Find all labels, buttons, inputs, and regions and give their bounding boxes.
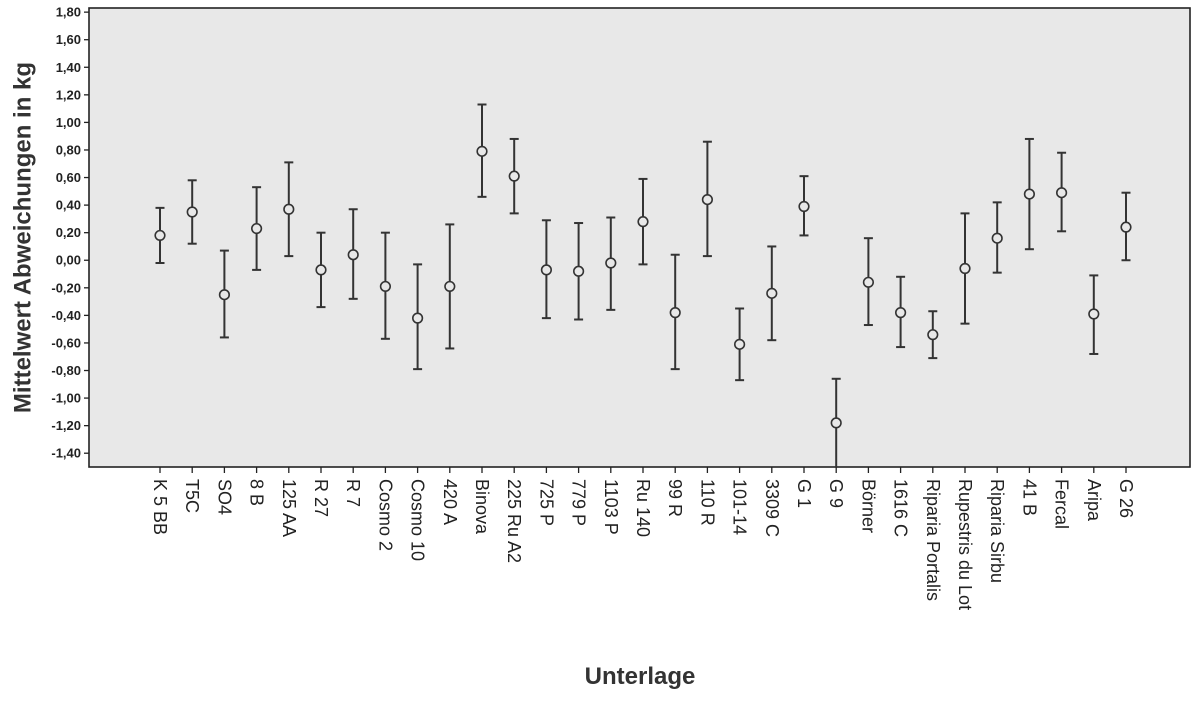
x-tick-label: Riparia Sirbu xyxy=(987,479,1007,583)
mean-marker xyxy=(959,262,971,275)
mean-marker xyxy=(315,264,327,276)
plot-area xyxy=(88,7,1191,468)
mean-marker xyxy=(1055,187,1068,199)
x-tick-label: 110 R xyxy=(697,479,717,526)
y-tick-label: 0,80 xyxy=(56,142,81,157)
y-tick-label: 0,60 xyxy=(56,170,81,185)
mean-marker xyxy=(830,417,842,429)
y-axis-ticks: 1,80 1,60 1,40 1,20 1,00 0,80 0,60 0,40 0,20 0,00… xyxy=(51,5,89,461)
mean-marker xyxy=(766,287,778,299)
mean-marker xyxy=(379,280,392,293)
mean-marker xyxy=(218,289,230,301)
mean-marker xyxy=(154,229,166,242)
y-tick-label: 1,00 xyxy=(56,115,81,130)
mean-marker xyxy=(605,257,617,269)
x-tick-label: Ru 140 xyxy=(633,479,653,537)
x-tick-label: 420 A xyxy=(440,479,460,525)
y-tick-label: 1,20 xyxy=(56,87,81,102)
mean-marker xyxy=(927,329,939,341)
y-tick-label: 1,80 xyxy=(56,5,81,20)
mean-marker xyxy=(283,203,295,215)
x-tick-label: SO4 xyxy=(214,479,234,515)
mean-marker xyxy=(669,307,681,319)
x-tick-label: R 27 xyxy=(311,479,331,517)
mean-marker xyxy=(894,307,907,319)
y-tick-label: -0,60 xyxy=(51,335,81,350)
y-tick-label: 1,60 xyxy=(56,32,81,47)
y-axis-title: Mittelwert Abweichungen in kg xyxy=(10,62,37,413)
mean-marker xyxy=(476,145,488,157)
y-tick-label: -0,20 xyxy=(51,280,81,295)
y-tick-label: 1,40 xyxy=(56,60,81,75)
x-tick-label: G 1 xyxy=(794,479,814,508)
x-tick-label: 3309 C xyxy=(762,479,782,537)
x-tick-label: 1616 C xyxy=(891,479,911,537)
x-tick-label: R 7 xyxy=(343,479,363,507)
x-tick-label: T5C xyxy=(182,479,202,513)
x-tick-label: G 9 xyxy=(826,479,846,508)
mean-marker xyxy=(444,280,456,293)
x-tick-label: 1103 P xyxy=(601,479,621,535)
y-tick-label: 0,20 xyxy=(56,225,81,240)
mean-marker xyxy=(733,338,746,350)
x-tick-label: Rupestris du Lot xyxy=(955,479,975,610)
mean-marker xyxy=(347,249,359,261)
mean-marker xyxy=(540,264,553,276)
y-tick-label: 0,40 xyxy=(56,198,81,213)
x-tick-label: G 26 xyxy=(1116,479,1136,518)
x-tick-label: Cosmo 2 xyxy=(375,479,395,551)
x-axis-ticks: K 5 BB T5C SO4 8 B 125 AA R 27 R 7 Cosmo 2 Cosmo… xyxy=(150,467,1136,610)
x-tick-label: 41 B xyxy=(1019,479,1039,516)
mean-marker xyxy=(251,222,263,235)
y-tick-label: -0,80 xyxy=(51,363,81,378)
mean-marker xyxy=(862,276,875,288)
x-tick-label: 725 P xyxy=(536,479,556,526)
x-tick-label: 125 AA xyxy=(279,479,299,537)
mean-marker xyxy=(1088,308,1100,320)
mean-marker xyxy=(701,193,714,206)
mean-marker xyxy=(798,200,810,213)
mean-marker xyxy=(1023,188,1035,200)
y-tick-label: 0,00 xyxy=(56,253,81,268)
x-tick-label: Cosmo 10 xyxy=(408,479,428,561)
x-axis-title: Unterlage xyxy=(585,663,696,690)
mean-marker xyxy=(508,170,520,182)
mean-marker xyxy=(637,216,649,228)
x-tick-label: Riparia Portalis xyxy=(923,479,943,601)
mean-marker xyxy=(412,312,424,324)
mean-marker xyxy=(186,206,198,218)
y-tick-label: -1,40 xyxy=(51,446,81,461)
x-tick-label: K 5 BB xyxy=(150,479,170,535)
x-tick-label: 101-14 xyxy=(730,479,750,535)
y-tick-label: -1,20 xyxy=(51,418,81,433)
y-tick-label: -0,40 xyxy=(51,308,81,323)
x-tick-label: 8 B xyxy=(247,479,267,506)
mean-marker xyxy=(1120,221,1132,233)
x-tick-label: Aripa xyxy=(1084,479,1104,522)
x-tick-label: 779 P xyxy=(569,479,589,526)
y-tick-label: -1,00 xyxy=(51,391,81,406)
x-tick-label: 99 R xyxy=(665,479,685,517)
mean-marker xyxy=(991,232,1003,244)
x-tick-label: 225 Ru A2 xyxy=(504,479,524,563)
x-tick-label: Börner xyxy=(858,479,878,533)
x-tick-label: Fercal xyxy=(1052,479,1072,529)
x-tick-label: Binova xyxy=(472,479,492,535)
error-bars xyxy=(154,103,1132,467)
mean-marker xyxy=(572,265,585,277)
